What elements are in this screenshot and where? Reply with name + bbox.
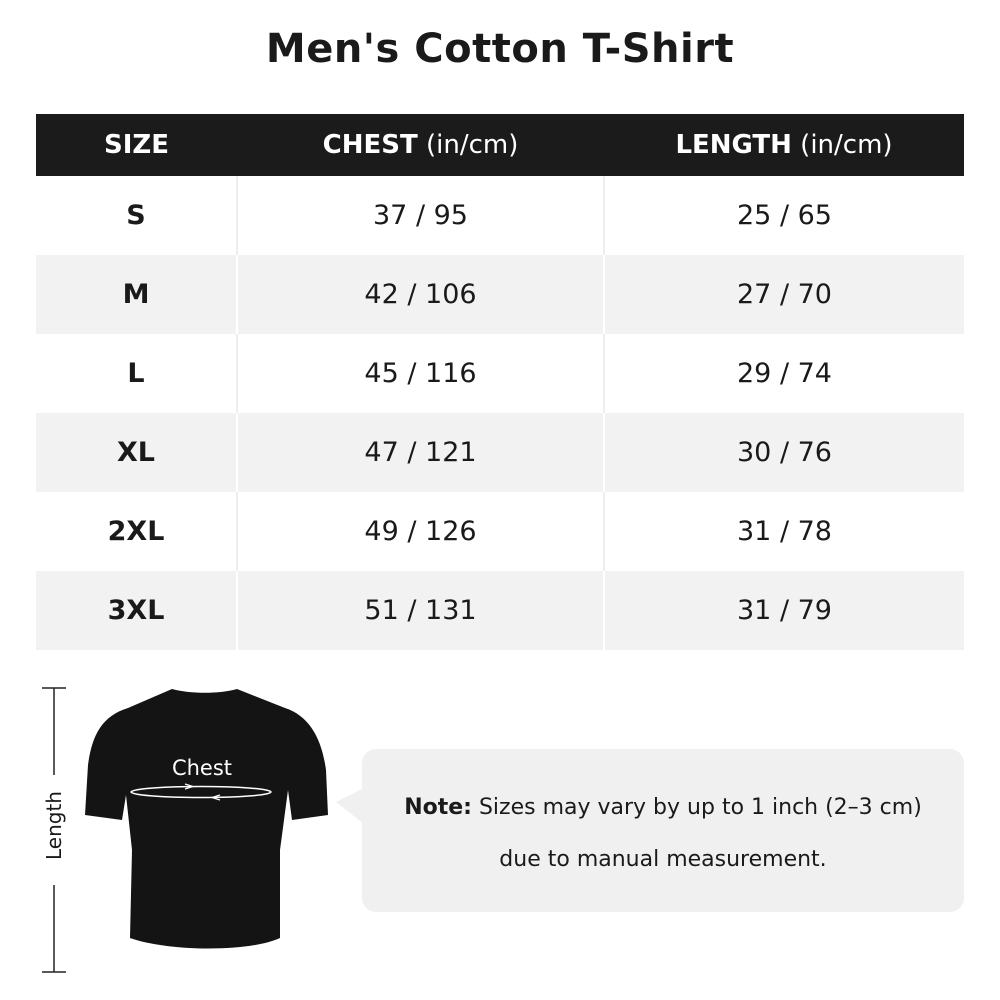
note-prefix: Note: — [404, 795, 472, 820]
header-unit: (in/cm) — [417, 130, 519, 160]
length-cell: 29 / 74 — [603, 334, 964, 413]
size-cell: S — [126, 200, 146, 231]
chest-cell: 49 / 126 — [236, 492, 604, 571]
length-cell: 31 / 78 — [603, 492, 964, 571]
note-box: Note: Sizes may vary by up to 1 inch (2–… — [362, 749, 964, 912]
length-ruler — [42, 687, 66, 973]
table-row: L 45 / 116 29 / 74 — [36, 334, 964, 413]
page-title: Men's Cotton T-Shirt — [265, 26, 735, 72]
length-cell: 30 / 76 — [603, 413, 964, 492]
chest-cell: 42 / 106 — [236, 255, 604, 334]
size-cell: M — [36, 255, 237, 334]
chest-label: Chest — [171, 756, 233, 780]
length-cell: 25 / 65 — [603, 176, 964, 255]
header-unit: (in/cm) — [791, 130, 893, 160]
tshirt-icon — [85, 689, 328, 949]
note-line-1: Note: Sizes may vary by up to 1 inch (2–… — [362, 795, 964, 820]
table-row: S 37 / 95 25 / 65 — [36, 176, 964, 255]
header-length: LENGTH (in/cm) — [604, 114, 964, 176]
header-text: LENGTH — [675, 130, 792, 160]
table-row: XL 47 / 121 30 / 76 — [36, 413, 964, 492]
header-text: SIZE — [103, 130, 169, 160]
chest-measure-icon — [130, 785, 272, 799]
header-chest: CHEST (in/cm) — [237, 114, 604, 176]
table-row: M 42 / 106 27 / 70 — [36, 255, 964, 334]
chest-cell: 45 / 116 — [236, 334, 604, 413]
size-cell: XL — [36, 413, 237, 492]
table-row: 3XL 51 / 131 31 / 79 — [36, 571, 964, 650]
table-header-row: SIZE CHEST (in/cm) LENGTH (in/cm) — [36, 114, 964, 176]
note-pointer — [336, 788, 364, 824]
header-text: CHEST — [322, 130, 418, 160]
header-size: SIZE — [36, 114, 237, 176]
size-cell: L — [127, 358, 145, 389]
chest-cell: 47 / 121 — [236, 413, 604, 492]
length-label: Length — [42, 791, 66, 860]
note-line-2: due to manual measurement. — [499, 847, 827, 872]
length-cell: 31 / 79 — [603, 571, 964, 650]
tshirt-diagram — [42, 687, 328, 973]
table-row: 2XL 49 / 126 31 / 78 — [36, 492, 964, 571]
length-cell: 27 / 70 — [603, 255, 964, 334]
note-text: Sizes may vary by up to 1 inch (2–3 cm) — [471, 795, 922, 820]
chest-cell: 37 / 95 — [236, 176, 604, 255]
size-chart-table: SIZE CHEST (in/cm) LENGTH (in/cm) S 37 / … — [36, 114, 964, 650]
size-cell: 2XL — [107, 516, 165, 547]
size-cell: 3XL — [36, 571, 237, 650]
chest-cell: 51 / 131 — [236, 571, 604, 650]
